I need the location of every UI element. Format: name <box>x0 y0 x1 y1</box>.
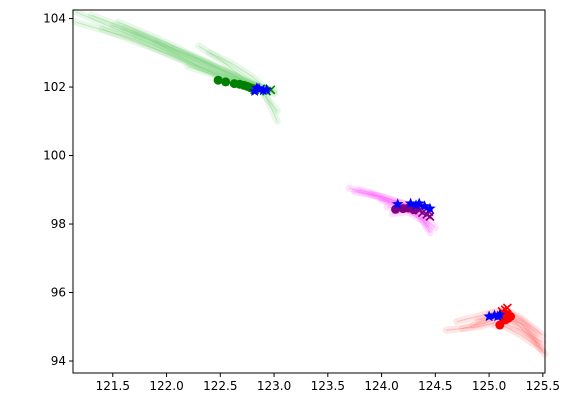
star-marker <box>392 198 404 209</box>
star-marker <box>413 197 425 209</box>
trail-path-core <box>198 45 264 90</box>
x-tick-label: 125.5 <box>526 379 560 393</box>
x-tick-label: 123.5 <box>311 379 345 393</box>
y-tick-label: 96 <box>51 286 66 300</box>
y-tick-label: 98 <box>51 217 66 231</box>
trail-path <box>130 28 281 115</box>
plot-frame <box>72 9 546 374</box>
star-marker <box>424 202 436 214</box>
star-marker <box>251 82 263 93</box>
trail-path <box>195 42 267 93</box>
trail-path-core <box>118 21 259 88</box>
star-marker <box>494 308 506 320</box>
x-tick-label: 123.0 <box>257 379 291 393</box>
trail-path <box>206 49 273 94</box>
y-tick-label: 104 <box>43 12 66 26</box>
circle-marker <box>213 75 223 85</box>
star-marker <box>260 83 273 95</box>
y-tick-label: 100 <box>43 149 66 163</box>
trail-path <box>152 39 281 125</box>
trail-path <box>388 208 434 237</box>
x-tick-label: 125.0 <box>472 379 506 393</box>
star-marker <box>418 200 431 212</box>
x-axis: 121.5 122.0 122.5 123.0 123.5 124.0 124.5 125.0… <box>96 373 560 393</box>
trail-path-core <box>209 52 270 91</box>
data-markers <box>213 75 516 330</box>
x-marker <box>502 303 512 313</box>
circle-marker <box>506 311 516 321</box>
trail-path-core <box>392 211 431 233</box>
circle-marker <box>221 77 231 87</box>
star-marker <box>410 199 422 211</box>
x-tick-label: 124.0 <box>364 379 398 393</box>
y-axis: 94 96 98 100 102 104 <box>43 12 73 368</box>
x-tick-label: 122.5 <box>203 379 237 393</box>
y-tick-label: 102 <box>43 80 66 94</box>
star-marker <box>404 197 417 209</box>
y-tick-label: 94 <box>51 354 66 368</box>
trail-path-core <box>134 31 278 112</box>
star-marker <box>483 310 495 322</box>
trail-path-core <box>155 42 278 122</box>
x-tick-label: 124.5 <box>418 379 452 393</box>
circle-marker <box>391 204 401 214</box>
trail-path <box>114 18 262 91</box>
x-tick-label: 121.5 <box>96 379 130 393</box>
x-tick-label: 122.0 <box>149 379 183 393</box>
